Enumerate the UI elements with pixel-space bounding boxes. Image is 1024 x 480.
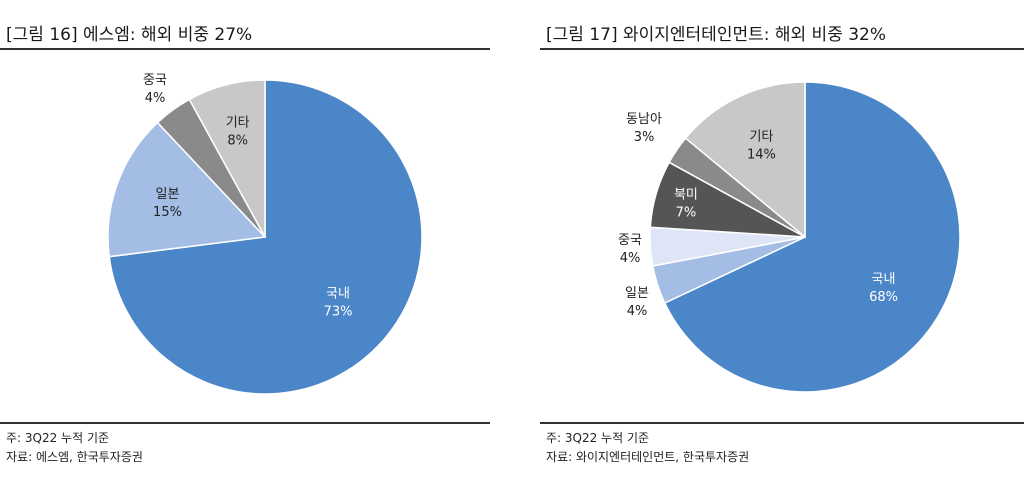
right-pie-slice-5 — [684, 81, 806, 239]
right-slice-label-5: 기타 — [749, 129, 773, 144]
right-bottom-rule — [540, 422, 1024, 424]
right-slice-value-4: 3% — [634, 130, 655, 145]
left-source: 자료: 에스엠, 한국투자증권 — [6, 450, 143, 464]
left-slice-value-0: 73% — [324, 304, 353, 319]
right-slice-value-0: 68% — [869, 290, 898, 305]
right-slice-value-5: 14% — [747, 147, 776, 162]
left-chart-panel: [그림 16] 에스엠: 해외 비중 27% 국내 73% 일본 15% 중국 4% 기타 8… — [0, 0, 490, 480]
right-source: 자료: 와이지엔터테인먼트, 한국투자증권 — [546, 450, 750, 464]
left-chart-title: [그림 16] 에스엠: 해외 비중 27% — [6, 25, 253, 45]
left-pie-chart: 국내 73% 일본 15% 중국 4% 기타 8% — [107, 73, 423, 395]
right-slice-value-2: 4% — [620, 251, 641, 266]
left-slice-value-1: 15% — [153, 205, 182, 220]
right-top-rule — [540, 48, 1024, 50]
left-bottom-rule — [0, 422, 490, 424]
right-note: 주: 3Q22 누적 기준 — [546, 431, 650, 445]
right-chart-title: [그림 17] 와이지엔터테인먼트: 해외 비중 32% — [546, 25, 887, 45]
left-slice-label-3: 기타 — [226, 116, 250, 131]
left-top-rule — [0, 48, 490, 50]
right-pie-slice-0 — [663, 81, 961, 393]
left-slice-value-2: 4% — [145, 91, 166, 106]
left-slice-label-2: 중국 — [143, 73, 167, 88]
right-slice-label-0: 국내 — [872, 272, 896, 287]
left-slice-value-3: 8% — [227, 134, 248, 149]
right-chart-panel: [그림 17] 와이지엔터테인먼트: 해외 비중 32% 국내 68% 일본 4% 중국… — [540, 0, 1024, 480]
left-pie-slice-1 — [107, 121, 267, 258]
right-slice-label-3: 북미 — [674, 187, 698, 202]
right-pie-chart: 국내 68% 일본 4% 중국 4% 북미 7% 동남아 3% 기타 14% — [618, 81, 961, 393]
right-slice-value-1: 4% — [627, 304, 648, 319]
left-pie-slice-3 — [188, 79, 266, 238]
left-note: 주: 3Q22 누적 기준 — [6, 431, 110, 445]
left-slice-label-0: 국내 — [326, 286, 350, 301]
left-slice-label-1: 일본 — [156, 187, 180, 202]
right-slice-label-2: 중국 — [618, 233, 642, 248]
right-slice-label-4: 동남아 — [626, 112, 662, 127]
right-slice-value-3: 7% — [676, 205, 697, 220]
right-slice-label-1: 일본 — [625, 286, 649, 301]
